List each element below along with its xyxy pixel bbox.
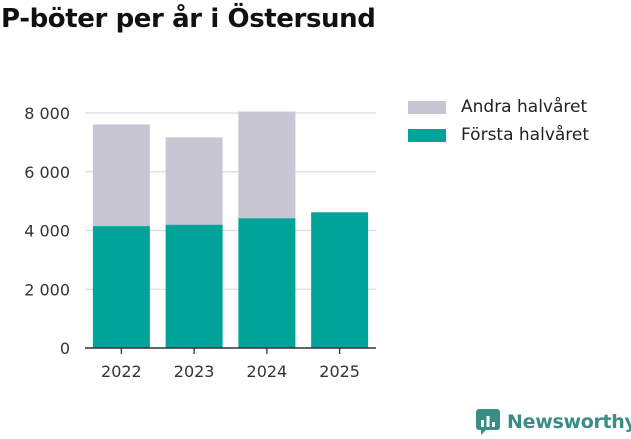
bar-2025-series-0	[311, 212, 369, 348]
newsworthy-logo: Newsworthy	[476, 409, 631, 435]
x-tick-label: 2023	[174, 362, 215, 381]
bar-2024-series-1	[238, 111, 296, 219]
y-tick-label: 6 000	[24, 163, 70, 182]
bar-2023-series-1	[165, 137, 223, 225]
legend: Andra halvåret Första halvåret	[408, 93, 589, 149]
y-tick-label: 8 000	[24, 104, 70, 123]
x-tick-label: 2025	[319, 362, 360, 381]
legend-swatch-andra	[408, 100, 446, 114]
bar-2023-series-0	[165, 224, 223, 348]
chart-title: P-böter per år i Östersund	[1, 4, 376, 34]
legend-label-andra: Andra halvåret	[461, 97, 588, 117]
y-tick-label: 4 000	[24, 222, 70, 241]
axes: 0 2 000 4 000 6 000 8 000 2022 2023 2024 2025	[24, 104, 376, 381]
legend-item-andra[interactable]: Andra halvåret	[408, 93, 589, 121]
legend-swatch-forsta	[408, 128, 446, 142]
x-tick-label: 2022	[101, 362, 142, 381]
legend-item-forsta[interactable]: Första halvåret	[408, 121, 589, 149]
bar-2022-series-0	[92, 226, 150, 348]
brand-name: Newsworthy	[507, 411, 631, 433]
y-tick-label: 0	[60, 339, 70, 358]
x-tick-label: 2024	[247, 362, 288, 381]
legend-label-forsta: Första halvåret	[461, 125, 590, 145]
y-tick-label: 2 000	[24, 280, 70, 299]
bar-2022-series-1	[92, 124, 150, 227]
bar-2024-series-0	[238, 218, 296, 348]
newsworthy-chart-icon	[476, 409, 500, 435]
bars	[92, 111, 369, 348]
